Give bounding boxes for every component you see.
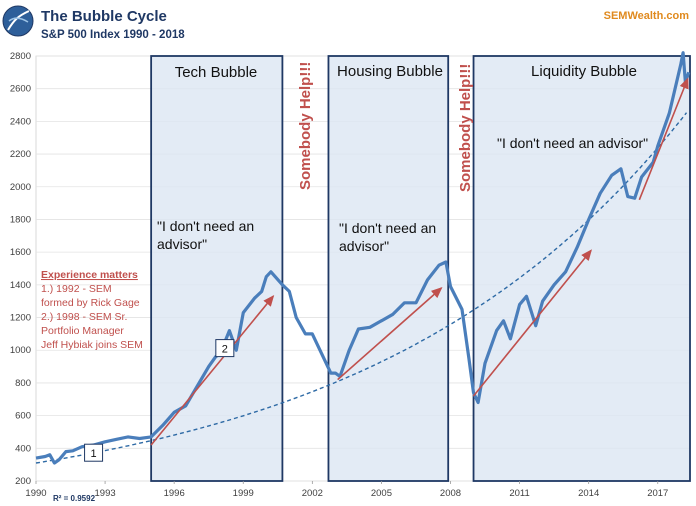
trend-arrow-3: [638, 77, 689, 201]
x-tick-label: 1993: [95, 488, 116, 499]
quote-housing-line1: "I don't need an: [339, 220, 436, 236]
x-tick-label: 2017: [647, 488, 668, 499]
y-tick-label: 400: [15, 443, 31, 454]
x-tick-label: 1996: [164, 488, 185, 499]
r-squared-label: R² = 0.9592: [53, 494, 96, 503]
trend-arrow-1: [337, 287, 443, 381]
y-tick-label: 2000: [10, 182, 31, 193]
milestone-markers: 12: [84, 339, 235, 462]
experience-line-2: formed by Rick Gage: [41, 297, 140, 309]
y-tick-label: 1000: [10, 345, 31, 356]
x-tick-label: 1990: [25, 488, 46, 499]
y-tick-label: 2400: [10, 116, 31, 127]
x-tick-label: 2014: [578, 488, 599, 499]
y-tick-label: 1200: [10, 313, 31, 324]
phase-boxes: [150, 55, 691, 482]
phase-label-tech: Tech Bubble: [175, 64, 258, 81]
y-tick-label: 200: [15, 476, 31, 487]
chart-title: The Bubble Cycle: [41, 8, 167, 25]
x-tick-label: 2002: [302, 488, 323, 499]
milestone-label-2: 2: [222, 344, 228, 356]
somebody-help-warning-2: Somebody Help!!!: [457, 64, 474, 192]
experience-note: Experience matters 1.) 1992 - SEM formed…: [41, 269, 143, 351]
milestone-label-1: 1: [91, 448, 97, 460]
sp500-price-line: [35, 51, 691, 465]
experience-line-3: 2.) 1998 - SEM Sr.: [41, 311, 127, 323]
quote-housing-line2: advisor": [339, 238, 389, 254]
trend-arrow-2: [472, 249, 592, 397]
y-tick-label: 2800: [10, 51, 31, 62]
logo: [2, 5, 34, 37]
experience-line-5: Jeff Hybiak joins SEM: [41, 339, 143, 351]
phase-labels: Tech Bubble Housing Bubble Liquidity Bub…: [157, 63, 648, 254]
x-tick-label: 1999: [233, 488, 254, 499]
y-tick-label: 1400: [10, 280, 31, 291]
quote-tech-line1: "I don't need an: [157, 218, 254, 234]
phase-label-liquidity: Liquidity Bubble: [531, 63, 637, 80]
y-tick-label: 1600: [10, 247, 31, 258]
y-tick-label: 800: [15, 378, 31, 389]
quote-liquidity: "I don't need an advisor": [497, 135, 648, 151]
x-tick-label: 2011: [509, 488, 529, 499]
brand-label: SEMWealth.com: [604, 10, 690, 22]
x-tick-label: 2005: [371, 488, 392, 499]
experience-line-4: Portfolio Manager: [41, 325, 124, 337]
chart-subtitle: S&P 500 Index 1990 - 2018: [41, 29, 185, 41]
trend-arrows: [150, 77, 689, 446]
experience-line-1: 1.) 1992 - SEM: [41, 283, 112, 295]
milestone-box-2: [215, 339, 235, 358]
x-tick-label: 2008: [440, 488, 461, 499]
y-tick-label: 1800: [10, 214, 31, 225]
phase-box-2: [472, 55, 691, 482]
axis-ticks: 2004006008001000120014001600180020002200…: [10, 51, 668, 499]
somebody-help-warning-1: Somebody Help!!!: [297, 62, 314, 190]
quote-tech-line2: advisor": [157, 236, 207, 252]
phase-box-1: [327, 55, 450, 482]
y-tick-label: 2200: [10, 149, 31, 160]
phase-label-housing: Housing Bubble: [337, 63, 443, 80]
experience-title: Experience matters: [41, 269, 138, 281]
exponential-trend-line: [35, 112, 688, 464]
y-tick-label: 2600: [10, 84, 31, 95]
milestone-box-1: [84, 443, 104, 462]
y-tick-label: 600: [15, 411, 31, 422]
trend-arrow-0: [150, 295, 275, 446]
phase-box-0: [150, 55, 284, 482]
